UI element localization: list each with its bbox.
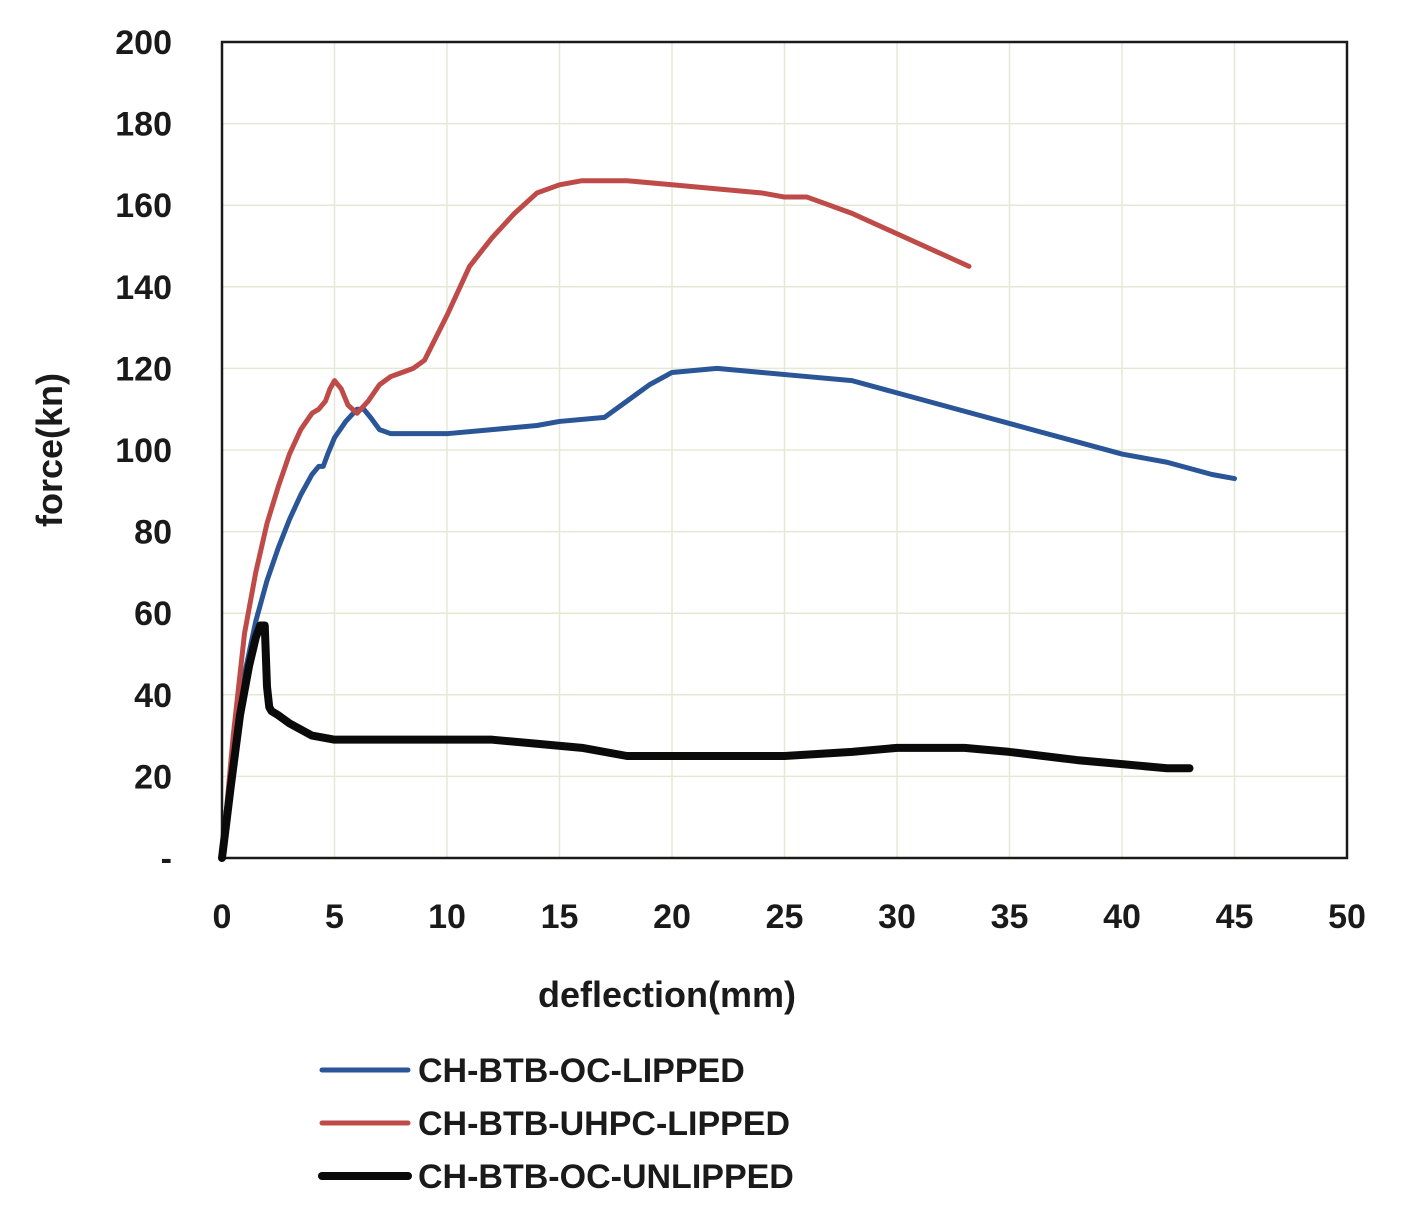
plot-area-frame — [220, 40, 1349, 860]
y-tick-label: 100 — [115, 432, 172, 470]
x-tick-label: 30 — [878, 898, 916, 936]
x-tick-label: 45 — [1216, 898, 1254, 936]
y-tick-label: 80 — [134, 514, 172, 552]
legend-label-3: CH-BTB-OC-UNLIPPED — [418, 1158, 794, 1196]
series-line-3 — [218, 621, 1194, 862]
y-tick-label: 60 — [134, 595, 172, 633]
series-line-2 — [219, 178, 972, 861]
x-tick-label: 10 — [428, 898, 466, 936]
y-axis-ticks: - 20 40 60 80 100 120 140 160 180 200 — [115, 24, 172, 878]
y-tick-label: 120 — [115, 350, 172, 388]
x-tick-label: 25 — [766, 898, 804, 936]
x-tick-label: 35 — [991, 898, 1029, 936]
x-tick-label: 40 — [1103, 898, 1141, 936]
legend-label-2: CH-BTB-UHPC-LIPPED — [418, 1105, 790, 1143]
x-axis-ticks: 0 5 10 15 20 25 30 35 40 45 50 — [213, 898, 1366, 936]
x-axis-title: deflection(mm) — [538, 974, 796, 1015]
y-axis-title: force(kn) — [29, 373, 70, 527]
x-tick-label: 50 — [1328, 898, 1366, 936]
y-tick-label: 160 — [115, 187, 172, 225]
x-tick-label: 20 — [653, 898, 691, 936]
series-line-1 — [219, 365, 1237, 861]
y-tick-label: - — [161, 840, 172, 878]
y-tick-label: 180 — [115, 106, 172, 144]
y-tick-label: 20 — [134, 758, 172, 796]
gridlines — [222, 42, 1347, 858]
legend-label-1: CH-BTB-OC-LIPPED — [418, 1052, 745, 1090]
legend: CH-BTB-OC-LIPPED CH-BTB-UHPC-LIPPED CH-BTB… — [318, 1052, 794, 1196]
y-tick-label: 40 — [134, 677, 172, 715]
y-tick-label: 140 — [115, 269, 172, 307]
series-lines — [218, 178, 1237, 862]
x-tick-label: 15 — [541, 898, 579, 936]
x-tick-label: 5 — [325, 898, 344, 936]
y-tick-label: 200 — [115, 24, 172, 62]
x-tick-label: 0 — [213, 898, 232, 936]
